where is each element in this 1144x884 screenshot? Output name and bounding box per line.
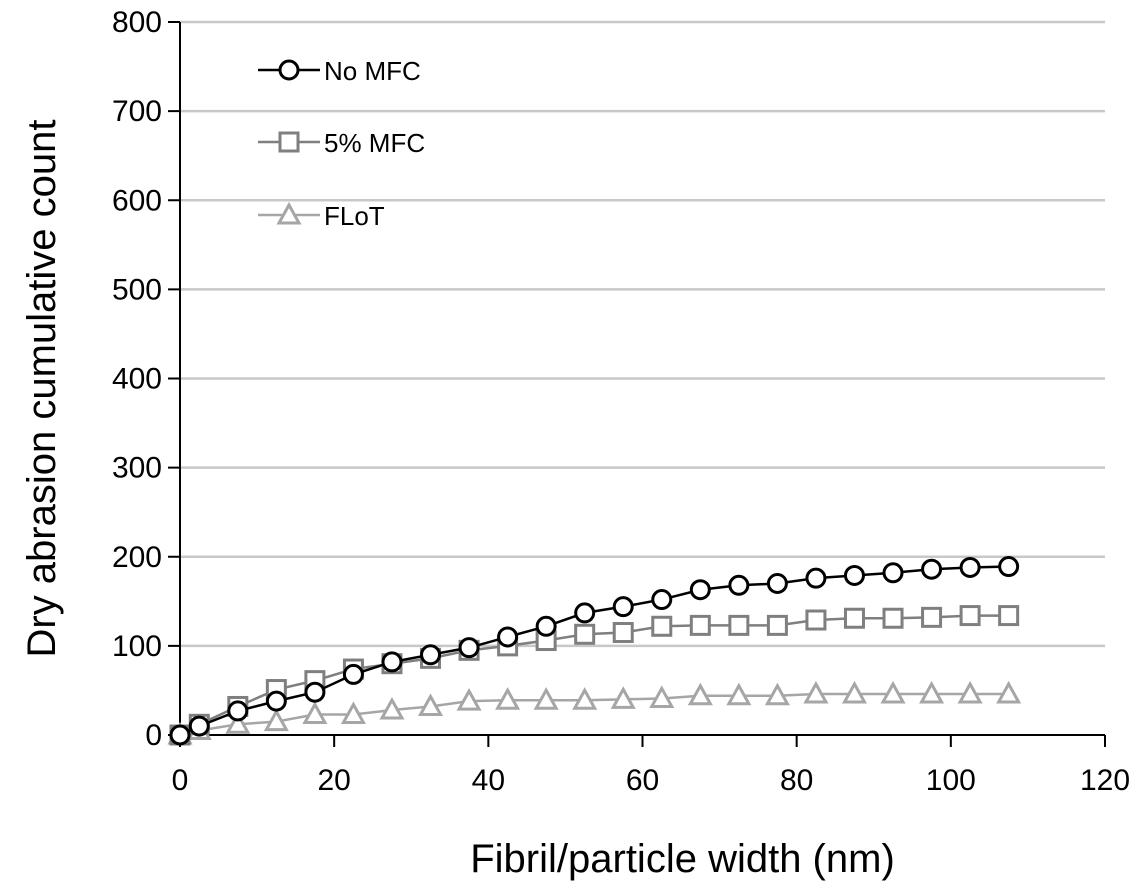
x-tick-label: 120: [1080, 764, 1130, 797]
data-point: [805, 567, 827, 589]
data-point: [497, 626, 519, 648]
legend-item: 5% MFC: [258, 128, 425, 158]
series-flot: [167, 680, 1022, 745]
data-point: [998, 556, 1020, 578]
data-point: [651, 589, 673, 611]
data-point: [766, 572, 788, 594]
data-point: [340, 701, 366, 725]
data-point: [649, 685, 675, 708]
legend-label: No MFC: [324, 56, 421, 86]
data-point: [265, 690, 287, 712]
legend-marker: [278, 131, 300, 153]
data-point: [302, 701, 328, 725]
data-point: [843, 607, 865, 629]
series-5-mfc: [169, 605, 1020, 746]
data-point: [381, 651, 403, 673]
legend-item: No MFC: [258, 56, 421, 86]
x-axis-title: Fibril/particle width (nm): [470, 837, 895, 881]
data-point: [689, 579, 711, 601]
data-point: [574, 602, 596, 624]
data-point: [766, 614, 788, 636]
y-tick-label: 600: [112, 184, 162, 217]
data-point: [458, 637, 480, 659]
data-point: [304, 681, 326, 703]
x-tick-label: 60: [626, 764, 659, 797]
data-point: [803, 680, 829, 704]
data-point: [263, 708, 289, 732]
legend-label: FLoT: [324, 201, 385, 231]
gridlines: [180, 20, 1105, 648]
y-tick-label: 700: [112, 95, 162, 128]
y-tick-label: 400: [112, 363, 162, 396]
y-tick-label: 800: [112, 6, 162, 39]
y-axis-title: Dry abrasion cumulative count: [20, 119, 64, 657]
data-point: [841, 680, 868, 704]
data-point: [919, 680, 945, 704]
series-no-mfc: [169, 556, 1020, 746]
data-point: [726, 682, 752, 706]
data-point: [921, 606, 943, 628]
data-point: [651, 615, 673, 637]
data-series: [167, 556, 1022, 746]
legend-label: 5% MFC: [324, 128, 425, 158]
x-tick-label: 100: [926, 764, 976, 797]
data-point: [998, 605, 1020, 627]
data-point: [188, 715, 210, 737]
data-point: [689, 614, 711, 636]
data-point: [456, 688, 482, 711]
legend: No MFC 5% MFC FLoT: [258, 56, 425, 231]
data-point: [687, 682, 713, 706]
data-point: [342, 663, 364, 685]
legend-marker: [276, 201, 302, 225]
data-point: [612, 622, 634, 644]
y-tick-label: 200: [112, 541, 162, 574]
x-tick-label: 80: [780, 764, 813, 797]
x-tick-label: 40: [472, 764, 505, 797]
data-point: [417, 693, 444, 716]
y-tick-label: 500: [112, 273, 162, 306]
data-point: [728, 574, 750, 596]
data-point: [420, 644, 442, 666]
x-tick-label: 20: [317, 764, 350, 797]
data-point: [764, 682, 790, 706]
data-point: [843, 564, 865, 586]
data-point: [959, 605, 981, 627]
y-tick-label: 100: [112, 630, 162, 663]
data-point: [959, 556, 981, 578]
data-point: [957, 680, 983, 704]
axes: 0 100 200 300 400 500 600 700 800 0 20 40 60 80 100 120: [112, 6, 1130, 797]
legend-item: FLoT: [258, 201, 385, 231]
data-point: [227, 700, 249, 722]
data-point: [996, 680, 1022, 704]
data-point: [574, 623, 596, 645]
data-point: [610, 686, 636, 709]
data-point: [535, 615, 557, 637]
data-point: [533, 687, 559, 710]
data-point: [880, 680, 906, 704]
x-tick-label: 0: [172, 764, 189, 797]
data-point: [612, 596, 634, 618]
data-point: [495, 687, 521, 710]
data-point: [728, 614, 750, 636]
data-point: [225, 711, 251, 734]
legend-marker: [278, 59, 300, 81]
data-point: [379, 696, 405, 720]
data-point: [805, 609, 827, 631]
data-point: [882, 607, 904, 629]
y-tick-label: 0: [145, 719, 162, 752]
data-point: [169, 724, 191, 746]
data-point: [921, 558, 943, 580]
data-point: [882, 562, 904, 584]
y-tick-label: 300: [112, 452, 162, 485]
data-point: [572, 687, 598, 710]
